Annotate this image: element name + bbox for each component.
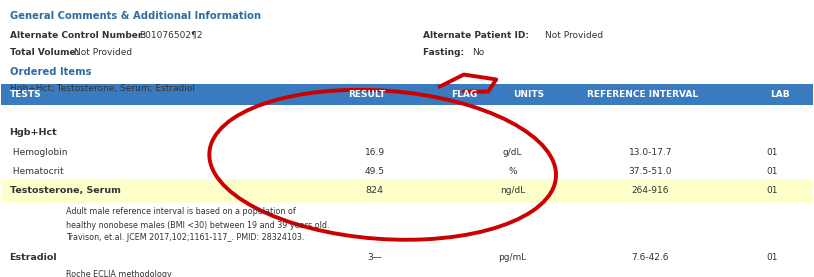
Text: Not Provided: Not Provided bbox=[74, 48, 133, 57]
Text: TESTS: TESTS bbox=[10, 90, 42, 99]
Text: Hgb+Hct; Testosterone, Serum; Estradiol: Hgb+Hct; Testosterone, Serum; Estradiol bbox=[10, 84, 195, 93]
Text: 01: 01 bbox=[766, 167, 778, 176]
Text: Hematocrit: Hematocrit bbox=[10, 167, 63, 176]
Text: 01: 01 bbox=[766, 253, 778, 261]
Text: %: % bbox=[508, 167, 517, 176]
Text: Testosterone, Serum: Testosterone, Serum bbox=[10, 186, 120, 195]
Text: Not Provided: Not Provided bbox=[545, 31, 603, 40]
Text: 7.6-42.6: 7.6-42.6 bbox=[632, 253, 669, 261]
Text: Alternate Patient ID:: Alternate Patient ID: bbox=[423, 31, 532, 40]
FancyBboxPatch shape bbox=[2, 84, 812, 105]
Text: 16.9: 16.9 bbox=[365, 148, 384, 157]
Text: Ordered Items: Ordered Items bbox=[10, 67, 91, 77]
Text: ng/dL: ng/dL bbox=[500, 186, 525, 195]
Text: healthy nonobese males (BMI <30) between 19 and 39 years old.: healthy nonobese males (BMI <30) between… bbox=[66, 221, 330, 230]
Text: 01: 01 bbox=[766, 148, 778, 157]
Text: Travison, et.al. JCEM 2017,102;1161-117_. PMID: 28324103.: Travison, et.al. JCEM 2017,102;1161-117_… bbox=[66, 233, 304, 242]
Text: 37.5-51.0: 37.5-51.0 bbox=[628, 167, 672, 176]
Text: 3—: 3— bbox=[367, 253, 382, 261]
Text: Roche ECLIA methodology: Roche ECLIA methodology bbox=[66, 270, 172, 277]
Text: REFERENCE INTERVAL: REFERENCE INTERVAL bbox=[587, 90, 698, 99]
Text: g/dL: g/dL bbox=[503, 148, 523, 157]
Text: Estradiol: Estradiol bbox=[10, 253, 57, 261]
Text: 824: 824 bbox=[365, 186, 383, 195]
Text: FLAG: FLAG bbox=[451, 90, 477, 99]
Text: B01076502¶2: B01076502¶2 bbox=[139, 31, 203, 40]
Text: Hgb+Hct: Hgb+Hct bbox=[10, 128, 57, 137]
Text: Total Volume:: Total Volume: bbox=[10, 48, 82, 57]
Text: 01: 01 bbox=[766, 186, 778, 195]
Text: Adult male reference interval is based on a population of: Adult male reference interval is based o… bbox=[66, 207, 296, 217]
Text: Alternate Control Number:: Alternate Control Number: bbox=[10, 31, 149, 40]
Text: General Comments & Additional Information: General Comments & Additional Informatio… bbox=[10, 11, 260, 21]
Text: Fasting:: Fasting: bbox=[423, 48, 467, 57]
Text: Hemoglobin: Hemoglobin bbox=[10, 148, 67, 157]
Text: RESULT: RESULT bbox=[348, 90, 385, 99]
Text: 49.5: 49.5 bbox=[365, 167, 384, 176]
Text: LAB: LAB bbox=[770, 90, 790, 99]
Text: pg/mL: pg/mL bbox=[498, 253, 527, 261]
FancyBboxPatch shape bbox=[2, 179, 812, 202]
Text: 13.0-17.7: 13.0-17.7 bbox=[628, 148, 672, 157]
Text: UNITS: UNITS bbox=[513, 90, 545, 99]
Text: 264-916: 264-916 bbox=[632, 186, 669, 195]
Text: No: No bbox=[472, 48, 484, 57]
